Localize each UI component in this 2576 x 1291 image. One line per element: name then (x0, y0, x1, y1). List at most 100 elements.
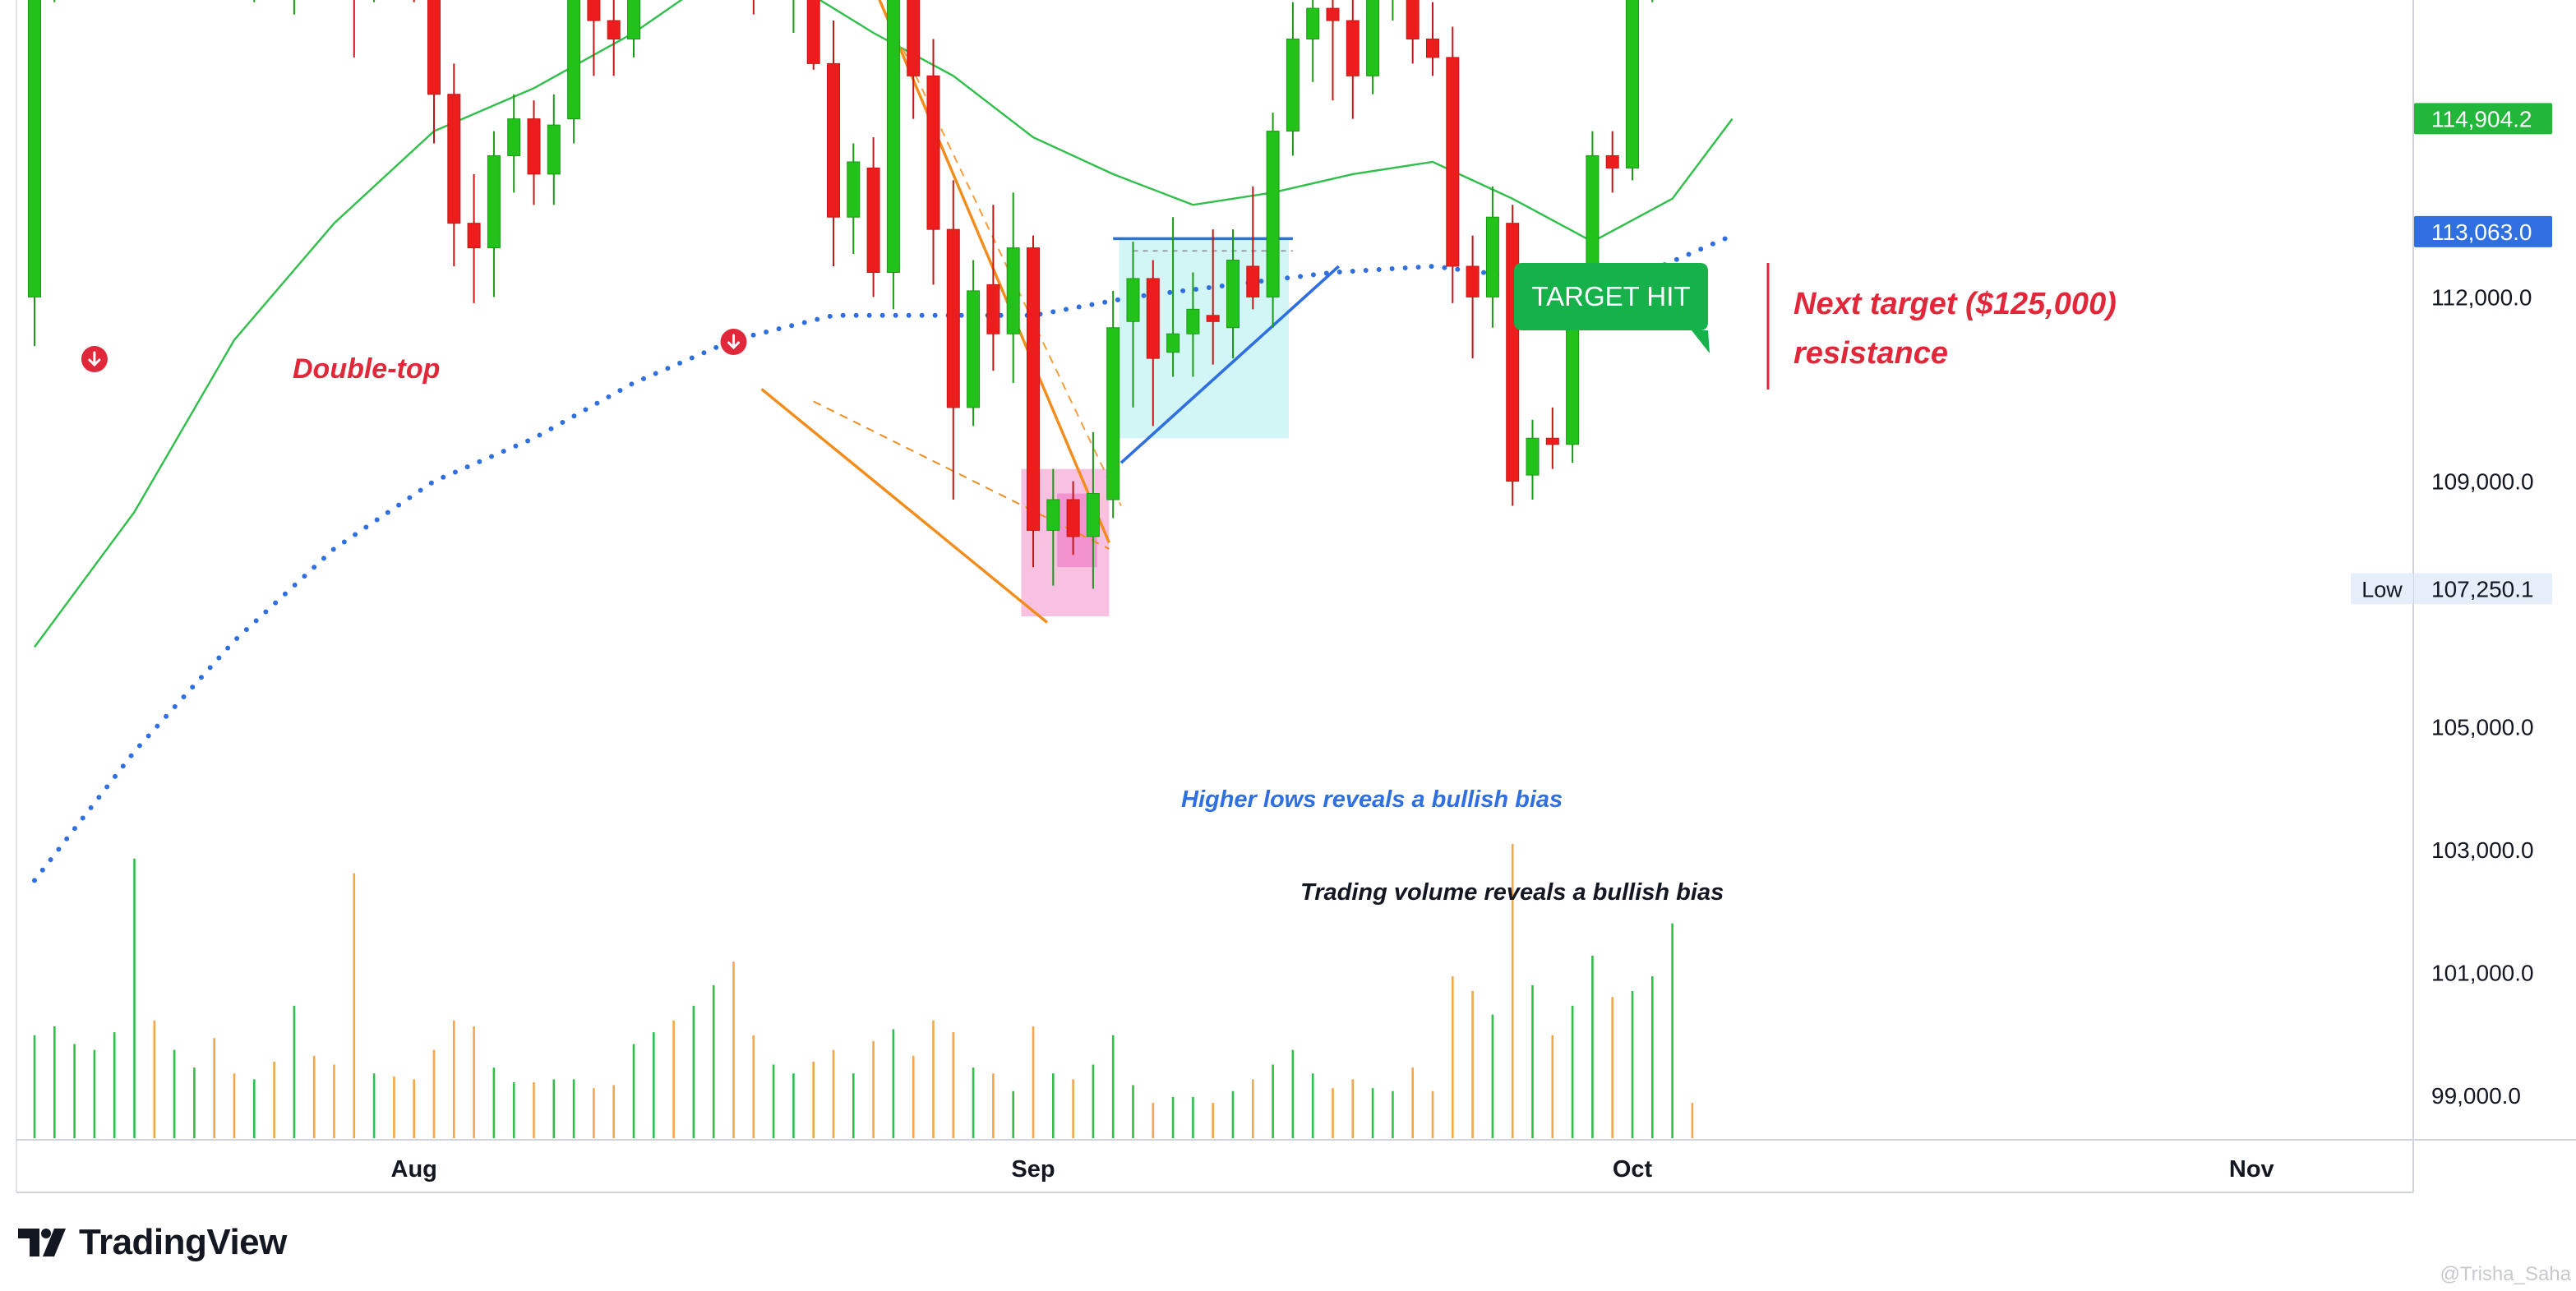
candle-body (1346, 20, 1360, 76)
time-tick-label: Oct (1613, 1156, 1653, 1183)
triangle-zone-cyan (1119, 238, 1290, 439)
candle-body (567, 0, 581, 120)
price-tick-label: 105,000.0 (2431, 715, 2534, 740)
time-tick-label: Sep (1011, 1156, 1055, 1183)
candle-body (1506, 223, 1520, 482)
candle-body (487, 154, 501, 249)
candle-body (847, 161, 861, 218)
double-top-label: Double-top (293, 353, 440, 385)
candle-body (1186, 308, 1200, 334)
candle-body (986, 284, 1000, 334)
candle-body (1446, 57, 1460, 267)
candle-body (926, 75, 940, 230)
wedge-upper-line (878, 0, 1110, 544)
candle-body (907, 0, 921, 76)
candle-body (1586, 154, 1600, 279)
candle-body (1326, 7, 1340, 21)
price-badge-value: 113,063.0 (2431, 219, 2532, 245)
wedge-dashed-line-2 (879, 0, 1122, 506)
price-tick-label: 99,000.0 (2431, 1083, 2521, 1109)
price-badge-value-box (2414, 103, 2552, 135)
candle-body (1366, 0, 1380, 76)
price-tick-label: 112,000.0 (2431, 284, 2532, 310)
candles (28, 0, 1654, 589)
candle-body (1306, 7, 1320, 39)
target-hit-text: TARGET HIT (1531, 281, 1690, 311)
candle-body (1006, 247, 1020, 334)
volume-note-label: Trading volume reveals a bullish bias (1300, 879, 1724, 906)
candle-body (827, 62, 840, 218)
candle-body (1146, 278, 1160, 359)
wedge-lower-line (760, 388, 1049, 624)
candle-body (866, 167, 880, 273)
price-badge-label-box (2351, 573, 2413, 605)
candle-body (946, 228, 960, 408)
candle-body (507, 118, 521, 156)
zones-layer (1021, 238, 1290, 617)
candle-body (1206, 315, 1220, 322)
price-tick-label: 103,000.0 (2431, 837, 2534, 863)
candle-body (627, 0, 640, 39)
candle-body (1406, 0, 1420, 39)
candle-body (1166, 333, 1180, 353)
candle-body (1545, 437, 1559, 445)
candle-body (1106, 327, 1120, 500)
moving-average-green (34, 0, 1733, 648)
time-axis[interactable]: Aug Sep Oct Nov (391, 1156, 2274, 1183)
candle-body (1027, 247, 1040, 531)
price-badge-value: 107,250.1 (2431, 576, 2534, 602)
candle-body (1126, 278, 1140, 322)
candle-body (1626, 0, 1639, 168)
price-axis[interactable]: 140,000.0135,000.0131,000.0127,000.0123,… (2431, 0, 2534, 1109)
tradingview-brand: TradingView (79, 1222, 287, 1262)
target-hit-callout: TARGET HIT (1514, 263, 1710, 353)
target-hit-box (1514, 263, 1710, 353)
price-tick-label: 109,000.0 (2431, 469, 2534, 495)
candle-body (28, 0, 41, 297)
candle-body (587, 0, 601, 21)
candle-body (1605, 154, 1619, 168)
price-tick-label: 101,000.0 (2431, 961, 2534, 986)
moving-average-blue (32, 233, 1735, 883)
price-badge-label: Low (2361, 577, 2403, 602)
volume-bars (33, 844, 1694, 1138)
next-target-line1: Next target ($125,000) (1794, 287, 2117, 321)
down-arrow-glyph (727, 334, 740, 350)
next-target-line2: resistance (1794, 336, 1948, 371)
markers-layer (81, 329, 747, 372)
triangle-rising-line (1119, 265, 1340, 464)
price-badge-value: 114,904.2 (2431, 106, 2532, 131)
candle-body (607, 20, 621, 39)
candle-body (886, 0, 900, 273)
candle-body (1466, 265, 1480, 297)
price-badges: 124,494.1High121,993.9BTCUSDT114,904.211… (2351, 103, 2552, 605)
candle-body (1286, 38, 1300, 132)
tradingview-logo-icon (18, 1229, 69, 1256)
price-badge-value-box (2414, 573, 2552, 605)
candle-body (1426, 38, 1439, 58)
candle-body (967, 290, 981, 408)
candle-body (1526, 437, 1540, 476)
higher-lows-label: Higher lows reveals a bullish bias (1181, 786, 1563, 813)
candle-body (1226, 260, 1240, 329)
ma-green-line (34, 0, 1733, 648)
price-badge-value-box (2414, 215, 2552, 247)
candle-body (527, 118, 541, 175)
candle-body (427, 0, 441, 95)
time-tick-label: Aug (391, 1156, 437, 1183)
wedge-dashed-line-1 (813, 400, 1110, 550)
author-watermark: @Trisha_Saha (2440, 1263, 2571, 1285)
ma-blue-line (32, 233, 1735, 883)
candle-body (1066, 499, 1080, 537)
candle-body (547, 124, 561, 175)
candle-body (806, 0, 820, 64)
candle-body (467, 223, 481, 249)
down-arrow-glyph (88, 351, 101, 367)
candle-body (447, 94, 461, 224)
candle-body (1266, 131, 1280, 297)
candle-body (1046, 499, 1060, 531)
candle-body (1485, 216, 1499, 297)
tradingview-logo[interactable]: TradingView (18, 1218, 287, 1267)
candle-body (1086, 493, 1100, 537)
